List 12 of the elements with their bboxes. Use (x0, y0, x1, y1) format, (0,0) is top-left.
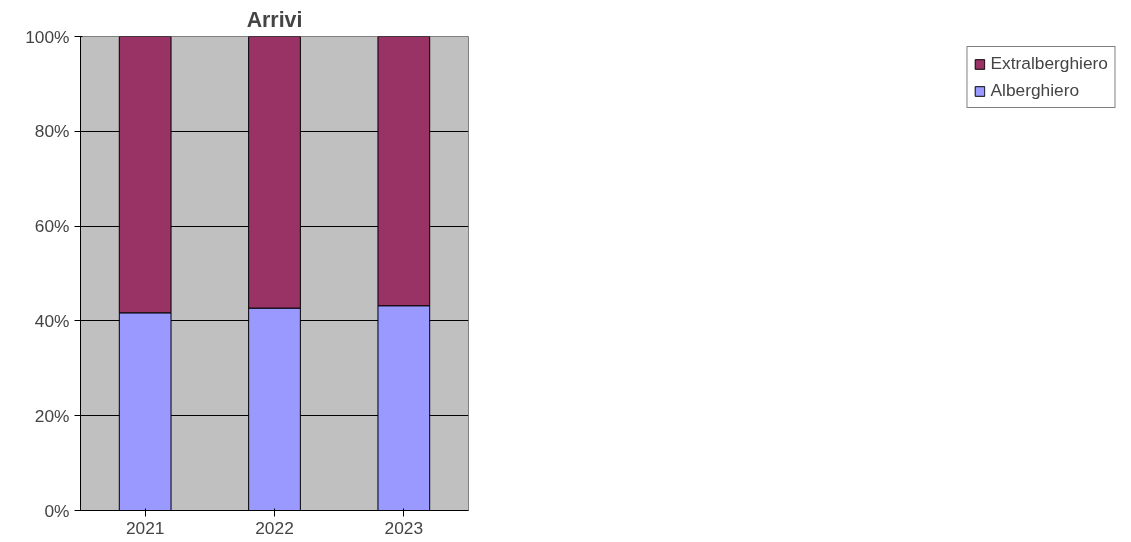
y-tick-label: 60% (34, 216, 70, 237)
y-tick-label: 100% (25, 26, 70, 47)
y-tick-label: 40% (34, 310, 70, 331)
legend-label: Extralberghiero (990, 53, 1108, 74)
y-tick-label: 20% (34, 405, 70, 426)
x-tick-label: 2021 (125, 517, 165, 538)
x-tick-label: 2022 (255, 517, 294, 538)
y-tick-label: 80% (34, 121, 70, 142)
x-tick-label: 2023 (384, 517, 424, 538)
legend-label: Alberghiero (990, 80, 1080, 101)
y-tick-label: 0% (44, 500, 70, 521)
chart-title: Arrivi (246, 7, 303, 32)
